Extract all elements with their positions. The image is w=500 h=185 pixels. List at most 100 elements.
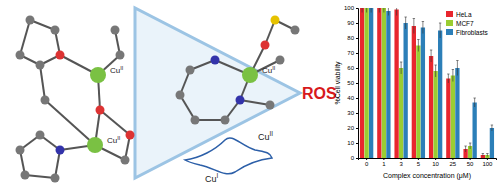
x-tick-mark [470, 158, 471, 160]
bar [429, 56, 433, 158]
error-bar [486, 154, 488, 157]
atom [96, 106, 105, 115]
annotation-text: Cu [107, 136, 117, 145]
y-tick-label: 80 [347, 35, 354, 41]
error-bar [473, 98, 475, 107]
cyclic-voltammogram [185, 138, 272, 174]
legend-swatch [446, 11, 453, 17]
atom [116, 51, 125, 60]
error-bar-stem [491, 125, 492, 131]
y-tick: 10 [347, 140, 358, 146]
x-tick-label: 1 [382, 161, 386, 167]
error-bar-stem [396, 8, 397, 16]
atom [221, 116, 230, 125]
y-tick: 90 [347, 20, 358, 26]
bond [240, 100, 270, 105]
error-bar-stem [383, 8, 384, 13]
annotation-superscript: I [217, 172, 219, 179]
error-bar-cap [456, 60, 458, 61]
error-bar [370, 8, 372, 13]
y-tick: 30 [347, 110, 358, 116]
atom [56, 146, 65, 155]
x-tick: 50 [467, 158, 474, 167]
error-bar-stem [371, 8, 372, 13]
error-bar-stem [405, 17, 406, 29]
annotation-text: Cu [262, 66, 272, 75]
bar [433, 71, 437, 158]
error-bar-stem [487, 154, 488, 157]
y-tick-label: 30 [347, 110, 354, 116]
y-tick: 80 [347, 35, 358, 41]
error-bar-cap [486, 153, 488, 154]
y-tick: 50 [347, 80, 358, 86]
bond [100, 110, 130, 135]
error-bar-cap [417, 39, 419, 40]
error-bar-stem [440, 23, 441, 38]
error-bar-stem [431, 50, 432, 62]
y-axis-line [356, 9, 359, 159]
annotation-text: ROS [302, 85, 337, 102]
annotation-text: Cu [205, 174, 217, 184]
atom [16, 51, 25, 60]
atom [36, 61, 45, 70]
y-tick-mark [356, 113, 358, 114]
error-bar-cap [439, 23, 441, 24]
y-tick-label: 70 [347, 50, 354, 56]
error-bar-cap [413, 18, 415, 19]
error-bar [395, 8, 397, 16]
y-tick-mark [356, 158, 358, 159]
error-bar-stem [470, 143, 471, 149]
x-tick-mark [435, 158, 436, 160]
y-tick: 0 [351, 155, 358, 161]
bond [25, 175, 55, 178]
y-tick-mark [356, 83, 358, 84]
annotation-superscript: II [272, 65, 276, 71]
atom [211, 56, 220, 65]
error-bar [456, 61, 458, 76]
y-tick-mark [356, 38, 358, 39]
legend: HeLaMCF7Fibroblasts [446, 11, 489, 36]
error-bar-cap [482, 153, 484, 154]
error-bar-stem [401, 62, 402, 74]
error-bar [464, 146, 466, 152]
bar [416, 46, 420, 159]
x-tick: 10 [432, 158, 439, 167]
error-bar-stem [474, 98, 475, 107]
error-bar [378, 8, 380, 13]
error-bar-stem [388, 8, 389, 16]
atom [276, 56, 285, 65]
x-tick-label: 50 [467, 161, 474, 167]
atom [261, 41, 270, 50]
error-bar-cap [452, 69, 454, 70]
bond [40, 65, 45, 100]
x-tick-label: 100 [482, 161, 493, 167]
copper-atom [90, 67, 106, 83]
x-axis: 0135102550100 [359, 158, 497, 167]
y-tick-mark [356, 143, 358, 144]
x-tick-mark [418, 158, 419, 160]
y-tick-mark [356, 98, 358, 99]
error-bar [417, 40, 419, 52]
annotation: ROS [302, 85, 337, 102]
x-tick: 3 [399, 158, 403, 167]
atom [51, 26, 60, 35]
copper-atom [242, 67, 258, 83]
atom [41, 96, 50, 105]
error-bar-cap [404, 17, 406, 18]
error-bar-stem [413, 19, 414, 34]
error-bar-stem [362, 8, 363, 13]
error-bar [482, 154, 484, 157]
error-bar [439, 23, 441, 38]
annotation: CuI [205, 172, 219, 184]
y-tick-label: 50 [347, 80, 354, 86]
error-bar [430, 50, 432, 62]
y-tick-mark [356, 53, 358, 54]
error-bar [361, 8, 363, 13]
error-bar-cap [473, 98, 475, 99]
y-tick-label: 20 [347, 125, 354, 131]
triangle [135, 8, 300, 178]
y-tick-mark [356, 68, 358, 69]
atom [16, 146, 25, 155]
bar [364, 8, 368, 158]
error-bar-stem [418, 40, 419, 52]
